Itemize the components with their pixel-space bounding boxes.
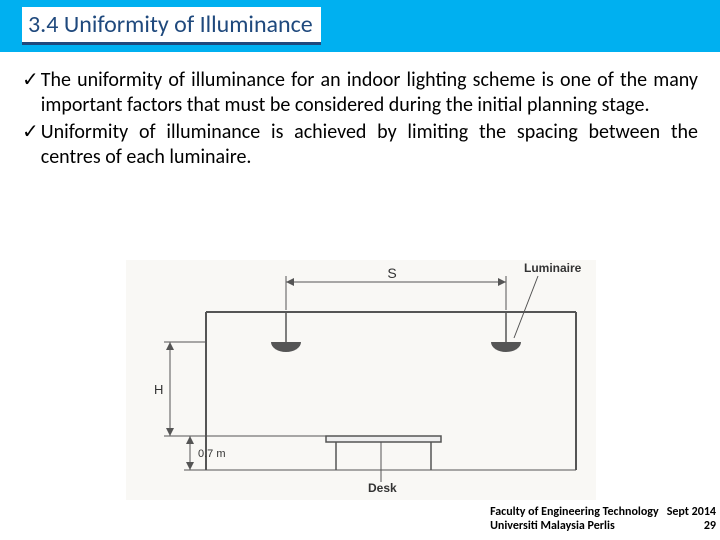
footer-row: Universiti Malaysia Perlis 29 bbox=[490, 520, 716, 534]
luminaire-diagram: S Luminaire H 0.7 m Desk bbox=[126, 260, 596, 500]
desk-top bbox=[326, 436, 441, 442]
label-07m: 0.7 m bbox=[198, 448, 226, 460]
label-desk: Desk bbox=[368, 481, 397, 495]
footer-row: Faculty of Engineering Technology Sept 2… bbox=[490, 506, 716, 520]
footer-faculty: Faculty of Engineering Technology bbox=[490, 506, 659, 520]
header-title-wrap: 3.4 Uniformity of Illuminance bbox=[22, 7, 321, 45]
footer-date: Sept 2014 bbox=[667, 506, 716, 520]
check-icon: ✓ bbox=[22, 68, 39, 93]
check-icon: ✓ bbox=[22, 120, 39, 145]
header-bar: 3.4 Uniformity of Illuminance bbox=[0, 0, 720, 52]
bullet-text: The uniformity of illuminance for an ind… bbox=[41, 68, 698, 118]
label-h: H bbox=[154, 382, 163, 397]
label-luminaire: Luminaire bbox=[524, 261, 582, 275]
footer-university: Universiti Malaysia Perlis bbox=[490, 520, 615, 534]
diagram-bg bbox=[126, 260, 596, 500]
slide-title: 3.4 Uniformity of Illuminance bbox=[28, 10, 313, 39]
bullet-item: ✓ Uniformity of illuminance is achieved … bbox=[22, 120, 698, 170]
bullet-text: Uniformity of illuminance is achieved by… bbox=[41, 120, 698, 170]
content-area: ✓ The uniformity of illuminance for an i… bbox=[0, 52, 720, 170]
label-s: S bbox=[387, 265, 396, 281]
footer: Faculty of Engineering Technology Sept 2… bbox=[490, 506, 716, 534]
footer-page: 29 bbox=[704, 520, 716, 534]
bullet-item: ✓ The uniformity of illuminance for an i… bbox=[22, 68, 698, 118]
